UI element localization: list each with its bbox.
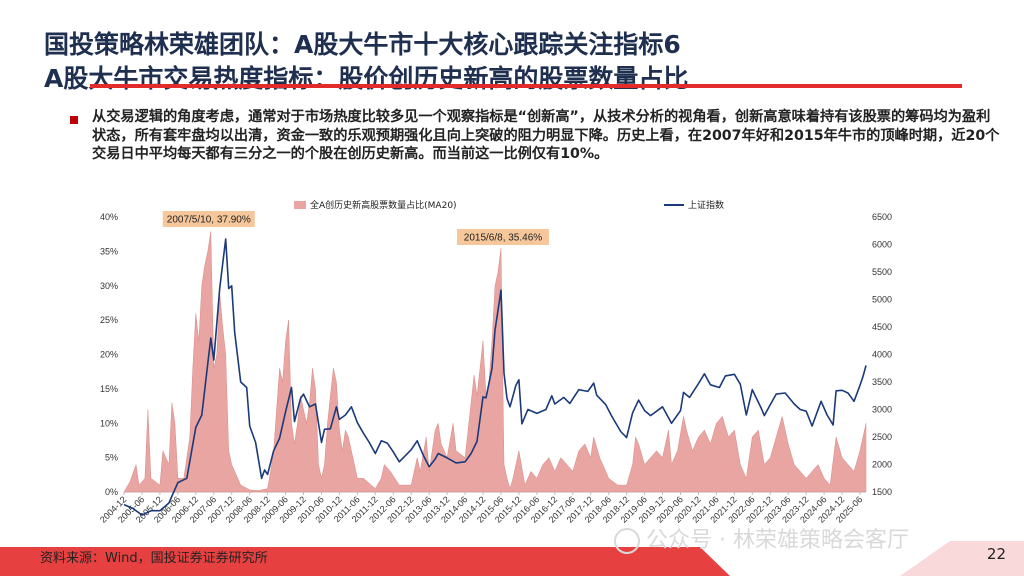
y-left-tick-label: 15% xyxy=(100,384,118,394)
y-right-tick-label: 5000 xyxy=(872,295,892,305)
y-left-tick-label: 5% xyxy=(105,453,118,463)
title-line-1: 国投策略林荣雄团队：A股大牛市十大核心跟踪关注指标6 xyxy=(44,30,681,59)
y-right-tick-label: 6000 xyxy=(872,240,892,250)
y-right-tick-label: 2000 xyxy=(872,460,892,470)
y-right-tick-label: 2500 xyxy=(872,432,892,442)
footer-red-band xyxy=(0,541,1024,576)
annotation-label: 2007/5/10, 37.90% xyxy=(167,215,251,226)
series-new-high-ratio-area xyxy=(123,231,867,493)
y-right-tick-label: 4500 xyxy=(872,322,892,332)
y-left-tick-label: 30% xyxy=(100,281,118,291)
annotation-label: 2015/6/8, 35.46% xyxy=(464,233,543,244)
y-right-tick-label: 5500 xyxy=(872,267,892,277)
y-right-tick-label: 3500 xyxy=(872,377,892,387)
bullet-marker xyxy=(70,116,78,124)
watermark-text: 公众号 · 林荣雄策略会客厅 xyxy=(646,528,909,553)
y-left-tick-label: 0% xyxy=(105,487,118,497)
y-right-tick-label: 6500 xyxy=(872,212,892,222)
series-shanghai-index-line xyxy=(123,238,867,516)
wechat-icon xyxy=(614,528,640,554)
chart: 0% 5% 10% 15% 20% 25% 30% 35% 40% 1500 2000 2500 300… xyxy=(98,199,892,525)
title-underline xyxy=(90,84,962,88)
slide-title: 国投策略林荣雄团队：A股大牛市十大核心跟踪关注指标6 A股大牛市交易热度指标：股… xyxy=(44,28,688,96)
y-right-tick-label: 3000 xyxy=(872,405,892,415)
y-right-tick-label: 4000 xyxy=(872,350,892,360)
legend-area-swatch xyxy=(294,201,306,209)
watermark: 公众号 · 林荣雄策略会客厅 xyxy=(614,522,909,554)
y-left-tick-label: 35% xyxy=(100,246,118,256)
y-right-tick-label: 1500 xyxy=(872,487,892,497)
legend-area-label: 全A创历史新高股票数量占比(MA20) xyxy=(310,199,457,211)
y-left-tick-label: 20% xyxy=(100,350,118,360)
page-number: 22 xyxy=(986,545,1006,563)
annotation-box xyxy=(456,229,549,245)
source-note: 资料来源：Wind，国投证券证券研究所 xyxy=(40,551,268,566)
y-left-tick-label: 10% xyxy=(100,418,118,428)
y-left-tick-label: 40% xyxy=(100,212,118,222)
legend-line-label: 上证指数 xyxy=(688,199,724,211)
annotation-box xyxy=(162,211,255,227)
y-left-tick-label: 25% xyxy=(100,315,118,325)
title-line-2: A股大牛市交易热度指标：股价创历史新高的股票数量占比 xyxy=(44,64,689,93)
body-paragraph: 从交易逻辑的角度考虑，通常对于市场热度比较多见一个观察指标是“创新高”，从技术分… xyxy=(92,109,1000,162)
